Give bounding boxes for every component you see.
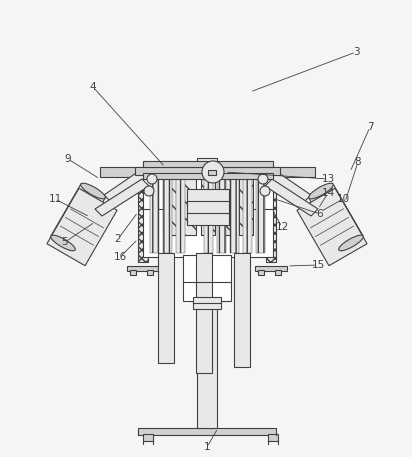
Bar — [234, 253, 250, 367]
Bar — [158, 253, 174, 363]
Bar — [100, 167, 315, 177]
Ellipse shape — [81, 183, 105, 199]
FancyArrowPatch shape — [66, 218, 98, 237]
Bar — [176, 175, 185, 253]
Bar — [217, 175, 226, 253]
Text: 13: 13 — [321, 174, 335, 184]
Bar — [135, 167, 280, 175]
Text: 4: 4 — [90, 82, 96, 92]
Bar — [196, 253, 212, 373]
Text: 10: 10 — [337, 194, 349, 204]
Bar — [239, 177, 253, 235]
Bar — [230, 175, 239, 253]
Text: 6: 6 — [317, 209, 323, 219]
Bar — [266, 174, 276, 262]
Bar — [183, 255, 231, 301]
Bar — [47, 188, 117, 266]
Bar — [143, 173, 273, 179]
Text: 15: 15 — [311, 260, 325, 270]
Polygon shape — [104, 167, 152, 202]
Bar — [155, 175, 260, 239]
Bar — [268, 434, 278, 441]
Text: 3: 3 — [353, 47, 359, 57]
Circle shape — [260, 186, 270, 196]
Text: 12: 12 — [275, 222, 289, 232]
FancyArrowPatch shape — [70, 209, 104, 228]
Circle shape — [202, 161, 224, 183]
Polygon shape — [263, 167, 311, 202]
Bar — [204, 175, 213, 253]
Circle shape — [147, 174, 157, 184]
FancyArrowPatch shape — [321, 226, 353, 245]
Polygon shape — [265, 179, 318, 216]
Bar — [163, 177, 177, 235]
Text: 8: 8 — [355, 157, 361, 167]
Bar — [258, 270, 264, 275]
Bar — [127, 266, 159, 271]
Bar — [150, 175, 159, 253]
Bar — [51, 184, 105, 250]
Text: 7: 7 — [367, 122, 373, 132]
Bar — [309, 184, 363, 250]
Bar — [163, 175, 172, 253]
Text: 11: 11 — [48, 194, 62, 204]
Bar — [187, 189, 229, 225]
Text: 14: 14 — [321, 188, 335, 198]
Text: 16: 16 — [113, 252, 126, 262]
Circle shape — [144, 186, 154, 196]
Bar — [143, 434, 153, 441]
Circle shape — [258, 174, 268, 184]
Text: 1: 1 — [204, 442, 210, 452]
Bar — [182, 177, 196, 235]
Polygon shape — [95, 179, 149, 216]
Ellipse shape — [309, 183, 333, 199]
Text: 9: 9 — [65, 154, 71, 164]
Text: 5: 5 — [62, 237, 68, 247]
Text: 2: 2 — [115, 234, 121, 244]
Bar — [197, 158, 217, 428]
Bar — [297, 188, 367, 266]
Bar — [147, 270, 153, 275]
Bar — [130, 270, 136, 275]
Bar — [208, 170, 216, 175]
Bar — [143, 173, 273, 257]
Bar — [201, 177, 215, 235]
Bar — [143, 161, 273, 167]
FancyArrowPatch shape — [310, 209, 344, 228]
FancyArrowPatch shape — [60, 226, 94, 245]
Bar — [138, 428, 276, 435]
Bar — [275, 270, 281, 275]
FancyArrowPatch shape — [315, 218, 349, 237]
Bar — [193, 297, 221, 309]
Bar — [255, 266, 287, 271]
Bar — [256, 175, 265, 253]
Bar — [138, 174, 148, 262]
Bar — [243, 175, 252, 253]
Ellipse shape — [51, 235, 75, 251]
Bar — [220, 177, 234, 235]
Ellipse shape — [339, 235, 363, 251]
